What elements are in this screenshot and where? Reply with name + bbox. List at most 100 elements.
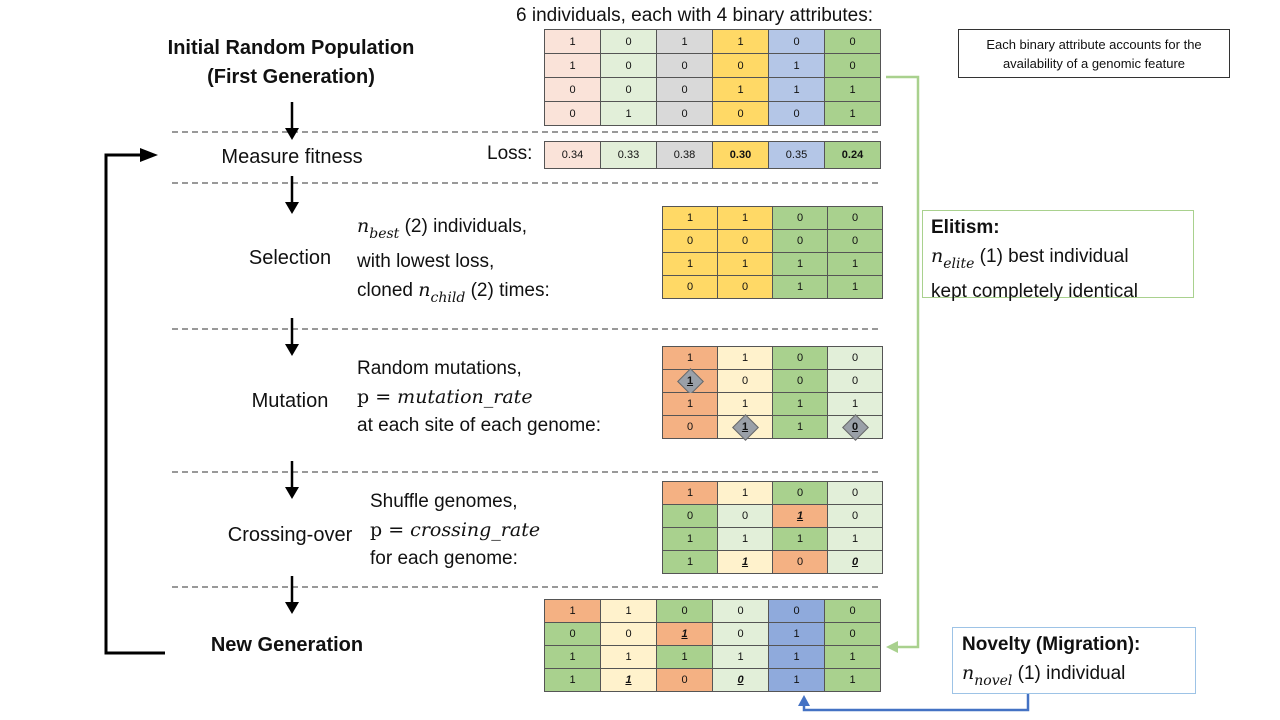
grid-cell: 0 [601,54,657,78]
down-arrow-icon [285,102,299,140]
grid-cell: 1 [718,528,773,551]
down-arrow-icon [285,461,299,499]
grid-cell: 0 [828,207,883,230]
down-arrow-icon [285,176,299,214]
grid-cell: 1 [545,30,601,54]
loop-arrow-line [104,153,165,655]
separator [172,182,878,184]
grid-cell: 1 [663,551,718,574]
grid-cell: 0 [663,276,718,299]
grid-cell: 0 [663,230,718,253]
mutation-description: Random mutations, p = mutation_rate at e… [357,358,601,436]
grid-cell: 0 [713,623,769,646]
loop-arrow-head-icon [140,148,158,162]
loss-cell: 0.33 [601,142,657,169]
grid-cell: 1 [718,207,773,230]
grid-cell: 1 [657,30,713,54]
grid-cell: 1 [663,528,718,551]
loss-label: Loss: [487,143,533,164]
grid-cell: 0 [545,623,601,646]
separator [172,328,878,330]
loss-cell: 0.38 [657,142,713,169]
grid-cell: 0 [713,600,769,623]
grid-cell: 0 [828,347,883,370]
novelty-arrow-line [802,694,1030,712]
grid-cell: 0 [657,669,713,692]
grid-cell: 0 [769,600,825,623]
grid-cell: 0 [825,54,881,78]
grid-cell: 1 [769,54,825,78]
elitism-title: Elitism: [931,217,1000,238]
grid-cell: 1 [773,416,828,439]
note-box: Each binary attribute accounts for the a… [958,29,1230,78]
grid-cell: 1 [718,347,773,370]
grid-cell: 0 [663,416,718,439]
grid-cell: 1 [545,669,601,692]
grid-cell: 1 [663,368,718,395]
grid-cell: 0 [828,370,883,393]
grid-cell: 1 [773,276,828,299]
grid-cell: 1 [713,30,769,54]
grid-cell: 1 [828,528,883,551]
grid-cell: 1 [545,646,601,669]
novelty-box: Novelty (Migration): nnovel (1) individu… [952,627,1196,694]
grid-cell: 0 [773,370,828,393]
crossing-description: Shuffle genomes, p = crossing_rate for e… [370,491,541,569]
grid-cell: 1 [545,54,601,78]
grid-cell: 1 [825,646,881,669]
grid-cell: 0 [601,30,657,54]
grid-cell: 1 [769,669,825,692]
grid-cell: 0 [545,102,601,126]
grid-cell: 1 [825,78,881,102]
grid-cell: 0 [828,414,883,441]
grid-cell: 0 [828,505,883,528]
separator [172,586,878,588]
separator [172,471,878,473]
down-arrow-icon [285,318,299,356]
grid-cell: 1 [825,102,881,126]
grid-cell: 0 [657,102,713,126]
grid-cell: 0 [545,78,601,102]
stage-new-generation: New Generation [210,634,364,656]
grid-cell: 0 [713,102,769,126]
stage-selection: Selection [248,247,332,269]
grid-cell: 1 [663,253,718,276]
loss-cell: 0.34 [545,142,601,169]
elitism-arrow-line [886,75,920,649]
grid-cell: 1 [825,669,881,692]
grid-cell: 1 [663,347,718,370]
grid-cell: 1 [713,78,769,102]
grid-cell: 1 [657,646,713,669]
grid-cell: 0 [718,505,773,528]
grid-cell: 1 [769,646,825,669]
elitism-box: Elitism: nelite (1) best individual kept… [922,210,1194,302]
grid-cell: 1 [601,102,657,126]
grid-cell: 0 [657,600,713,623]
grid-cell: 0 [718,276,773,299]
grid-cell: 0 [718,370,773,393]
grid-cell: 1 [773,253,828,276]
grid-cell: 0 [601,623,657,646]
grid-cell: 0 [769,30,825,54]
novelty-title: Novelty (Migration): [962,634,1141,655]
grid-cell: 0 [828,230,883,253]
grid-cell: 1 [828,276,883,299]
grid-cell: 1 [601,669,657,692]
note-text: Each binary attribute accounts for the a… [986,37,1202,71]
grid-cell: 0 [825,623,881,646]
grid-cell: 1 [713,646,769,669]
grid-cell: 0 [718,230,773,253]
stage-initial-line2: (First Generation) [207,66,375,88]
down-arrow-icon [285,576,299,614]
grid-cell: 0 [828,482,883,505]
grid-cell: 1 [601,646,657,669]
grid-cell: 0 [713,54,769,78]
grid-cell: 1 [773,528,828,551]
grid-cell: 0 [657,78,713,102]
grid-cell: 0 [825,30,881,54]
loss-cell: 0.35 [769,142,825,169]
